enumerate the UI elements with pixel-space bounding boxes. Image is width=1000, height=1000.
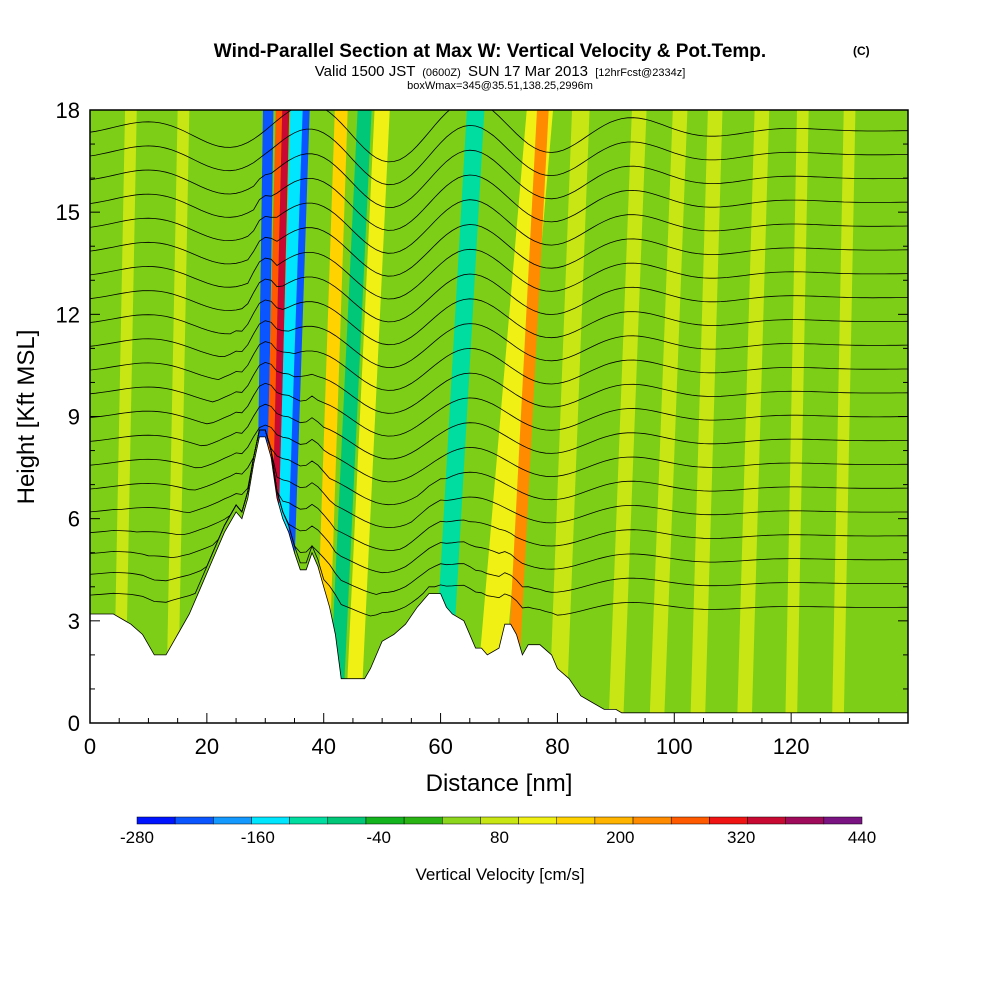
- theta-contour-2: [90, 429, 908, 574]
- subtitle-date: SUN 17 Mar 2013: [468, 63, 588, 80]
- theta-contour-12: [90, 298, 908, 346]
- chart-subtitle: Valid 1500 JST (0600Z) SUN 17 Mar 2013 […: [315, 63, 686, 80]
- velocity-band-7: [345, 110, 390, 723]
- y-tick-label: 18: [56, 98, 80, 123]
- theta-contour-6: [90, 424, 908, 483]
- colorbar-swatch: [251, 816, 290, 825]
- chart-subtitle-2: boxWmax=345@35.51,138.25,2996m: [407, 80, 593, 92]
- theta-contours: [90, 110, 908, 617]
- x-tick-label: 60: [428, 734, 452, 759]
- terrain-mask: [90, 436, 908, 723]
- colorbar-swatch: [518, 816, 557, 825]
- title-mark: (C): [853, 44, 870, 58]
- x-axis-label: Distance [nm]: [426, 770, 573, 797]
- colorbar-tick: -40: [366, 828, 391, 847]
- colorbar-swatch: [365, 816, 405, 825]
- theta-contour-19: [90, 124, 908, 186]
- theta-contour-20: [90, 110, 908, 163]
- y-tick-label: 12: [56, 302, 80, 327]
- colorbar-swatch: [747, 816, 786, 825]
- theta-contour-10: [90, 341, 908, 391]
- colorbar-swatch: [670, 816, 710, 825]
- y-tick-label: 9: [68, 405, 80, 430]
- velocity-band-19: [165, 110, 190, 723]
- velocity-band-15: [737, 110, 770, 723]
- colorbar-swatch: [823, 816, 863, 825]
- colorbar-swatch: [480, 816, 519, 825]
- colorbar-swatch: [709, 816, 748, 825]
- velocity-bands: [113, 110, 856, 723]
- colorbar-swatch: [556, 816, 596, 825]
- y-axis: 0 3 6 9 12 15 18: [56, 98, 908, 736]
- colorbar-swatch: [174, 816, 214, 825]
- theta-contour-15: [90, 224, 908, 277]
- velocity-band-5: [314, 110, 348, 723]
- velocity-band-10: [504, 110, 549, 723]
- velocity-band-18: [113, 110, 137, 723]
- subtitle-utc: (0600Z): [422, 67, 461, 79]
- subtitle-forecast: [12hrFcst@2334z]: [595, 67, 685, 79]
- y-tick-label: 3: [68, 609, 80, 634]
- y-tick-label: 6: [68, 507, 80, 532]
- colorbar-swatch: [594, 816, 634, 825]
- x-tick-label: 20: [195, 734, 219, 759]
- theta-contour-7: [90, 403, 908, 460]
- theta-contour-3: [90, 429, 908, 551]
- x-tick-label: 100: [656, 734, 693, 759]
- y-tick-label: 15: [56, 200, 80, 225]
- colorbar-tick: 80: [490, 828, 509, 847]
- subtitle-valid: Valid 1500 JST: [315, 63, 415, 80]
- colorbar-swatch: [213, 816, 252, 825]
- colorbar-tick: 320: [727, 828, 755, 847]
- colorbar-swatch: [136, 816, 176, 825]
- colorbar-swatch: [327, 816, 367, 825]
- colorbar-tick: -280: [120, 828, 154, 847]
- velocity-band-6: [328, 110, 372, 723]
- x-tick-label: 40: [311, 734, 335, 759]
- theta-contour-18: [90, 149, 908, 209]
- colorbar-label: Vertical Velocity [cm/s]: [415, 865, 584, 884]
- colorbar-tick-labels: -280 -160 -40 80 200 320 440: [120, 828, 876, 847]
- y-axis-label: Height [Kft MSL]: [13, 330, 40, 505]
- theta-contour-8: [90, 382, 908, 437]
- colorbar-swatch: [785, 816, 825, 825]
- velocity-band-13: [649, 110, 688, 723]
- colorbar-tick: -160: [241, 828, 275, 847]
- velocity-band-11: [548, 110, 590, 723]
- colorbar-tick: 440: [848, 828, 876, 847]
- theta-contour-4: [90, 429, 908, 529]
- theta-contour-14: [90, 248, 908, 300]
- x-tick-label: 120: [773, 734, 810, 759]
- colorbar-swatch: [632, 816, 672, 825]
- velocity-band-8: [431, 110, 485, 723]
- theta-contour-13: [90, 273, 908, 323]
- chart-title: Wind-Parallel Section at Max W: Vertical…: [214, 41, 766, 62]
- x-tick-label: 0: [84, 734, 96, 759]
- velocity-band-16: [785, 110, 809, 723]
- theta-contour-9: [90, 361, 908, 414]
- y-tick-label: 0: [68, 711, 80, 736]
- x-axis: 0 20 40 60 80 100 120: [84, 713, 909, 759]
- theta-contour-16: [90, 199, 908, 254]
- colorbar-swatch: [442, 816, 481, 825]
- velocity-band-14: [690, 110, 723, 723]
- theta-contour-5: [90, 429, 908, 506]
- plot-area: [90, 110, 908, 723]
- theta-contour-11: [90, 320, 908, 369]
- colorbar-swatch: [289, 816, 329, 825]
- colorbar-swatch: [403, 816, 443, 825]
- colorbar-tick: 200: [606, 828, 634, 847]
- x-tick-label: 80: [545, 734, 569, 759]
- colorbar: [136, 816, 863, 825]
- theta-contour-17: [90, 174, 908, 231]
